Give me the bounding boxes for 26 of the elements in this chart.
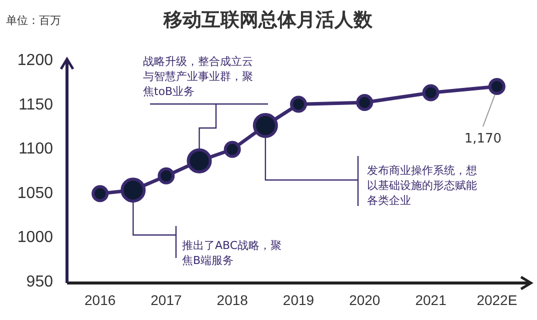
y-tick-label: 1100 bbox=[18, 140, 54, 158]
annotation: 发布商业操作系统，想以基础设施的形态赋能各类企业 bbox=[367, 163, 478, 208]
point bbox=[488, 78, 506, 96]
y-tick-label: 1000 bbox=[17, 229, 54, 246]
x-tick-label: 2019 bbox=[282, 292, 314, 308]
x-tick-label: 2016 bbox=[84, 292, 116, 308]
annotation: 推出了ABC战略，聚焦B端服务 bbox=[182, 238, 283, 268]
point bbox=[158, 167, 175, 184]
chart-title: 移动互联网总体月活人数 bbox=[162, 9, 374, 31]
annotation: 战略升级，整合成立云与智慧产业事业群，聚焦toB业务 bbox=[143, 54, 253, 99]
point bbox=[356, 94, 374, 111]
x-tick-label: 2018 bbox=[216, 292, 248, 308]
x-tick-label: 2017 bbox=[150, 292, 182, 308]
y-axis-title: 单位：百万 bbox=[6, 14, 61, 27]
point bbox=[224, 140, 241, 158]
point bbox=[92, 185, 109, 202]
y-tick-label: 950 bbox=[26, 273, 54, 290]
x-tick-label: 2022E bbox=[476, 292, 518, 308]
y-tick-label: 1200 bbox=[17, 52, 54, 70]
point bbox=[290, 96, 307, 113]
y-tick-label: 1150 bbox=[18, 96, 54, 114]
data-label: 1,170 bbox=[464, 132, 502, 147]
point bbox=[422, 84, 440, 102]
x-tick-label: 2021 bbox=[415, 292, 447, 308]
y-tick-label: 1050 bbox=[17, 184, 54, 202]
x-tick-label: 2020 bbox=[349, 292, 380, 308]
